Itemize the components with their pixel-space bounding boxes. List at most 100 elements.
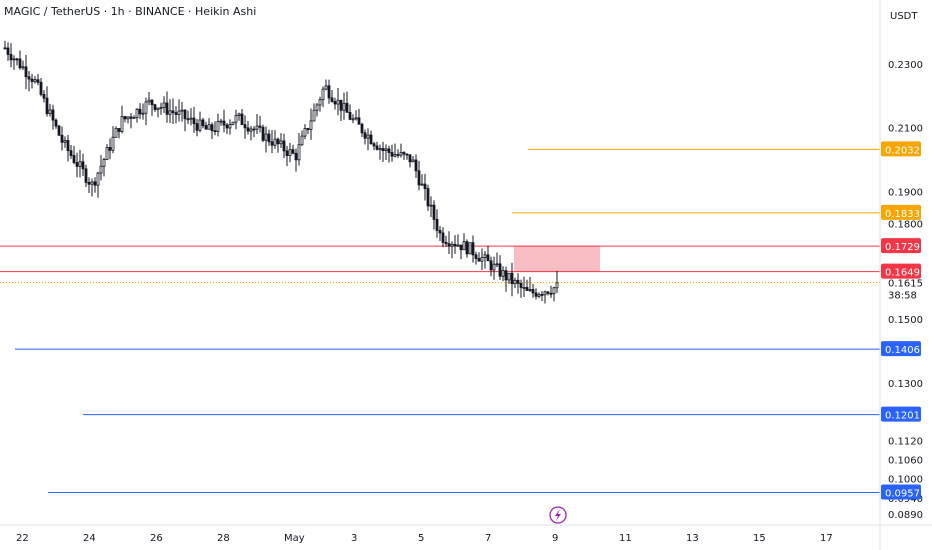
candle [339, 99, 343, 122]
candle [129, 113, 133, 129]
x-tick-label: 24 [83, 533, 96, 544]
candle [303, 124, 307, 140]
candle [387, 145, 391, 163]
candle [408, 154, 412, 168]
y-tick-label: 0.0890 [888, 510, 923, 521]
candle [456, 234, 460, 247]
countdown-label: 38:58 [888, 290, 917, 301]
x-tick-label: 15 [753, 533, 766, 544]
candle [378, 144, 382, 160]
x-tick-label: 13 [686, 533, 699, 544]
candle [213, 121, 217, 136]
candle [282, 133, 286, 159]
candle [357, 108, 361, 125]
candle [465, 239, 469, 258]
candle [93, 177, 97, 193]
candle [186, 110, 190, 124]
x-tick-label: 28 [217, 533, 230, 544]
x-tick-label: 9 [552, 533, 558, 544]
candle [255, 113, 259, 134]
candle [87, 177, 91, 193]
candle [318, 96, 322, 112]
candle [438, 225, 442, 241]
candle [480, 248, 484, 271]
candle [294, 148, 298, 172]
candle [171, 98, 175, 124]
candle [237, 112, 241, 121]
candle [516, 273, 520, 294]
candle [117, 128, 121, 139]
y-tick-label: 0.1615 [888, 278, 923, 289]
y-tick-label: 0.2300 [888, 60, 923, 71]
candle [486, 245, 490, 262]
candle [135, 108, 139, 123]
candle [141, 103, 145, 120]
candle [336, 87, 340, 116]
candle [360, 122, 364, 137]
candle [306, 127, 310, 135]
candle [249, 126, 253, 141]
x-tick-label: 5 [418, 533, 424, 544]
candle [114, 126, 118, 138]
candle [525, 279, 529, 292]
candle [450, 241, 454, 259]
candle [285, 145, 289, 167]
candle [441, 227, 445, 248]
candle [183, 109, 187, 132]
candle [138, 103, 142, 120]
candle [156, 107, 160, 118]
candle [327, 79, 331, 104]
y-tick-label: 0.1900 [888, 187, 923, 198]
candle [51, 104, 55, 130]
candle [201, 117, 205, 129]
candle [3, 40, 7, 50]
candle [474, 251, 478, 265]
candle [192, 106, 196, 133]
candle [63, 136, 67, 148]
candle [321, 86, 325, 108]
level-badge [881, 341, 921, 357]
candle [267, 129, 271, 146]
candle [261, 124, 265, 142]
candle [279, 133, 283, 148]
candle [60, 126, 64, 151]
candle [417, 160, 421, 191]
candle [30, 73, 34, 89]
candle [342, 92, 346, 120]
candle [231, 121, 235, 126]
x-tick-label: 11 [619, 533, 632, 544]
candle [549, 285, 553, 298]
candle [363, 129, 367, 145]
candle [297, 132, 301, 166]
candle [399, 143, 403, 158]
candle [330, 89, 334, 103]
candle [168, 99, 172, 123]
candle [333, 97, 337, 110]
candle [84, 164, 88, 187]
candle [540, 290, 544, 302]
candle [120, 105, 124, 134]
y-tick-label: 0.1120 [888, 436, 923, 447]
candle [165, 91, 169, 123]
candle [174, 106, 178, 124]
level-badge [881, 204, 921, 220]
y-tick-label: 0.1800 [888, 219, 923, 230]
candle [159, 102, 163, 115]
candle [507, 272, 511, 284]
lightning-icon[interactable] [549, 506, 567, 524]
candle [348, 104, 352, 121]
candle [42, 89, 46, 103]
candle [396, 149, 400, 158]
candle [471, 235, 475, 263]
candle [132, 115, 136, 119]
candle [402, 151, 406, 160]
candle [411, 155, 415, 163]
candle [459, 244, 463, 260]
level-badge [881, 141, 921, 157]
candle [393, 143, 397, 158]
candle [300, 130, 304, 146]
candle [45, 86, 49, 117]
candle [510, 262, 514, 297]
candle [75, 152, 79, 178]
